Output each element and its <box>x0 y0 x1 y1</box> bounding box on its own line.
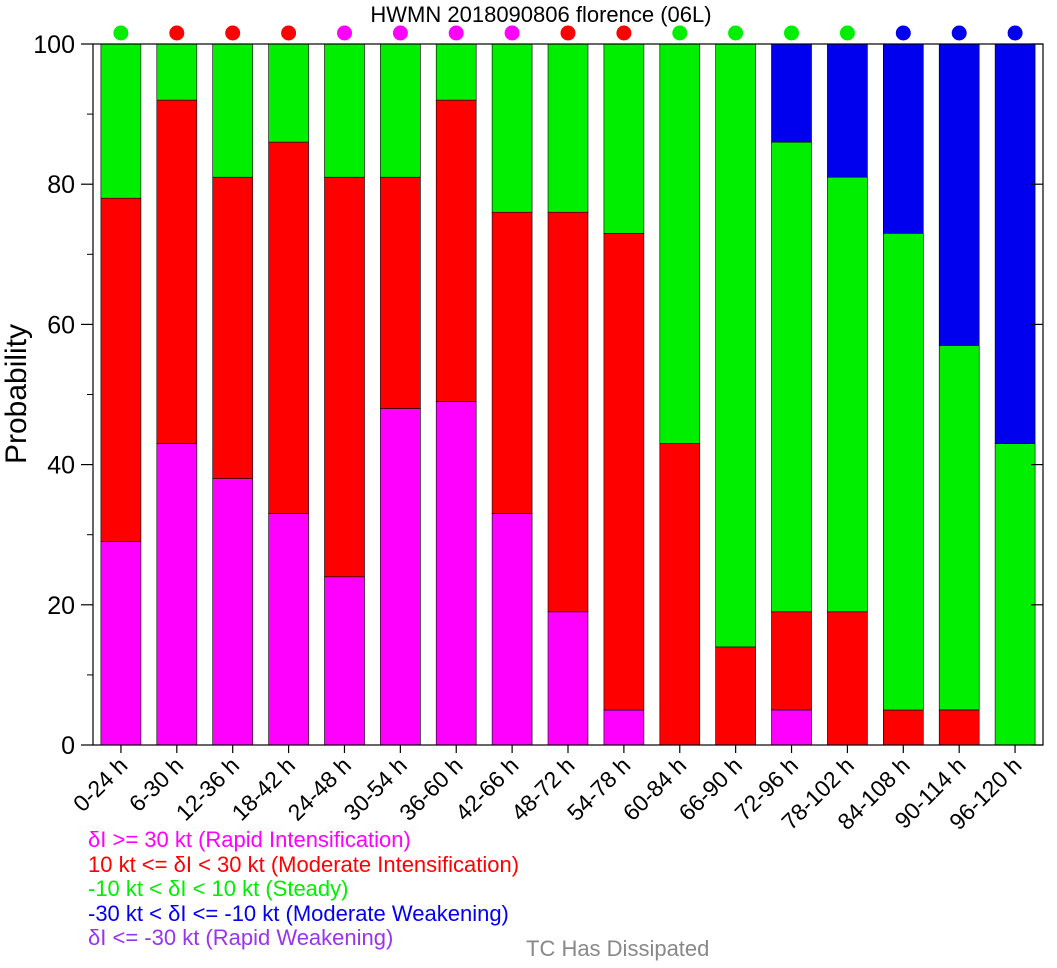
top-marker-dot <box>504 25 520 41</box>
bar-segment <box>715 646 756 746</box>
bar-segment <box>100 43 142 199</box>
bar-segment <box>100 541 142 746</box>
legend-dissipated: TC Has Dissipated <box>526 936 710 961</box>
top-marker-dot <box>895 25 911 41</box>
bar-segment <box>212 43 253 178</box>
bar-segment <box>603 709 645 746</box>
top-marker-dot <box>337 25 352 41</box>
y-tick-label: 60 <box>47 311 75 339</box>
top-marker-dot <box>392 25 408 41</box>
chart-title: HWMN 2018090806 florence (06L) <box>370 2 711 27</box>
y-tick-label: 100 <box>33 31 75 59</box>
bar-segment <box>324 176 365 578</box>
bar-segment <box>771 43 812 143</box>
bar-segment <box>994 43 1036 444</box>
y-tick-label: 80 <box>47 171 75 199</box>
y-axis-label: Probability <box>0 324 33 464</box>
top-marker-dot <box>672 25 688 41</box>
bar-segment <box>827 43 868 178</box>
bar-segment <box>268 43 309 143</box>
bar-segment <box>324 43 365 178</box>
top-marker-dot <box>560 25 576 41</box>
legend-moderate-intensification: 10 kt <= δI < 30 kt (Moderate Intensific… <box>88 851 520 877</box>
bar-segment <box>268 141 309 514</box>
bar-segment <box>659 43 701 444</box>
legend-rapid-weakening: δI <= -30 kt (Rapid Weakening) <box>88 925 394 950</box>
bar-segment <box>156 443 198 746</box>
y-tick-label: 0 <box>61 732 75 760</box>
bar-segment <box>435 99 477 402</box>
bar-segment <box>938 709 980 746</box>
bar-segment <box>771 611 812 711</box>
bar-segment <box>547 43 589 213</box>
bar-segment <box>827 611 868 746</box>
bar-segment <box>156 43 198 101</box>
top-marker-dot <box>448 25 464 41</box>
bar-segment <box>212 478 253 746</box>
top-marker-dot <box>728 25 744 41</box>
bar-segment <box>547 211 589 613</box>
bar-segment <box>212 176 253 479</box>
bar-segment <box>659 443 701 746</box>
y-tick-label: 20 <box>47 592 75 620</box>
bar-segment <box>547 611 589 746</box>
legend: δI >= 30 kt (Rapid Intensification) 10 k… <box>88 827 520 951</box>
bar-segment <box>268 513 309 746</box>
bar-segment <box>100 197 142 542</box>
top-marker-dot <box>169 25 185 41</box>
top-marker-dot <box>784 25 799 41</box>
bar-segment <box>435 43 477 101</box>
bar-segment <box>435 401 477 746</box>
bar-segment <box>771 709 812 746</box>
y-tick-label: 40 <box>47 452 75 480</box>
bar-segment <box>491 43 533 213</box>
top-marker-dot <box>1007 25 1023 41</box>
bar-segment <box>771 141 812 613</box>
bar-segment <box>491 513 533 746</box>
top-marker-dot <box>113 25 129 41</box>
bar-segment <box>603 233 645 711</box>
legend-steady: -10 kt < δI < 10 kt (Steady) <box>88 876 349 901</box>
bar-segment <box>882 709 924 746</box>
legend-moderate-weakening: -30 kt < δI <= -10 kt (Moderate Weakenin… <box>88 900 509 926</box>
x-tick-label: 0-24 h <box>68 752 133 817</box>
bar-segment <box>324 576 365 746</box>
bar-segment <box>380 176 421 409</box>
bar-segment <box>882 233 924 711</box>
bar-segment <box>938 345 980 711</box>
bar-segment <box>156 99 198 444</box>
bar-segment <box>491 211 533 514</box>
bar-segment <box>827 176 868 613</box>
bar-segment <box>380 408 421 746</box>
top-marker-dot <box>951 25 967 41</box>
bar-segment <box>994 443 1036 746</box>
top-marker-dot <box>616 25 632 41</box>
bar-segment <box>938 43 980 346</box>
top-marker-dot <box>225 25 241 41</box>
legend-rapid-intensification: δI >= 30 kt (Rapid Intensification) <box>88 827 411 852</box>
bar-segment <box>603 43 645 234</box>
bar-segment <box>715 43 756 648</box>
bar-segment <box>882 43 924 234</box>
top-marker-dot <box>281 25 297 41</box>
bar-segment <box>380 43 421 178</box>
top-marker-dot <box>839 25 855 41</box>
